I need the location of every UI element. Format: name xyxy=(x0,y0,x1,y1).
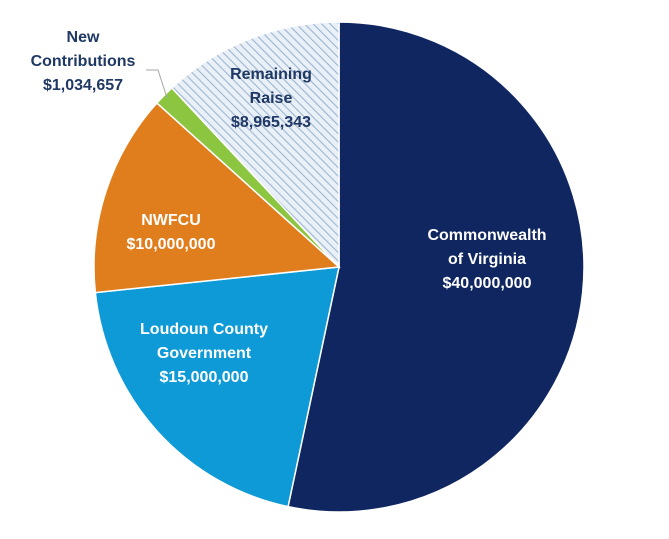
data-label-line: NWFCU xyxy=(141,212,201,229)
data-label-line: Raise xyxy=(250,90,293,107)
pie-slice-nwfcu xyxy=(93,102,341,294)
data-label-new-contributions: New Contributions $1,034,657 xyxy=(31,29,136,94)
data-label-line: Commonwealth xyxy=(427,227,546,244)
pie-slice-remaining-raise xyxy=(170,21,340,269)
data-label-line: $10,000,000 xyxy=(127,236,216,253)
data-label-line: $15,000,000 xyxy=(160,369,249,386)
pie-slices xyxy=(93,21,585,513)
data-label-line: $1,034,657 xyxy=(43,77,123,94)
data-label-line: $40,000,000 xyxy=(443,275,532,292)
data-label-remaining-raise: Remaining Raise $8,965,343 xyxy=(230,66,312,131)
data-label-line: Government xyxy=(157,345,252,362)
data-label-commonwealth-of-virginia: Commonwealth of Virginia $40,000,000 xyxy=(427,227,546,292)
data-label-line: Contributions xyxy=(31,53,136,70)
data-label-nwfcu: NWFCU $10,000,000 xyxy=(127,212,216,253)
data-label-line: $8,965,343 xyxy=(231,114,311,131)
leader-line-new-contributions xyxy=(146,69,168,99)
data-label-line: of Virginia xyxy=(448,251,526,268)
slice-labels: Commonwealth of Virginia $40,000,000 Loudou… xyxy=(31,29,547,386)
data-label-line: Remaining xyxy=(230,66,312,83)
data-label-line: New xyxy=(67,29,100,46)
pie-slice-loudoun-county-government xyxy=(94,266,340,508)
data-label-loudoun-county-government: Loudoun County Government $15,000,000 xyxy=(140,321,268,386)
data-label-line: Loudoun County xyxy=(140,321,268,338)
leader-lines xyxy=(146,69,168,99)
pie-slice-commonwealth-of-virginia xyxy=(287,21,585,513)
